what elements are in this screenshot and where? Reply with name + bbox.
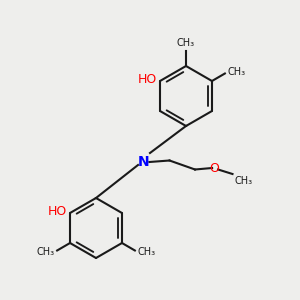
Text: HO: HO <box>138 73 157 86</box>
Text: N: N <box>138 155 150 169</box>
Text: CH₃: CH₃ <box>235 176 253 186</box>
Text: CH₃: CH₃ <box>36 247 54 257</box>
Text: O: O <box>210 161 219 175</box>
Text: CH₃: CH₃ <box>177 38 195 48</box>
Text: CH₃: CH₃ <box>138 247 156 257</box>
Text: CH₃: CH₃ <box>228 67 246 77</box>
Text: HO: HO <box>48 205 67 218</box>
